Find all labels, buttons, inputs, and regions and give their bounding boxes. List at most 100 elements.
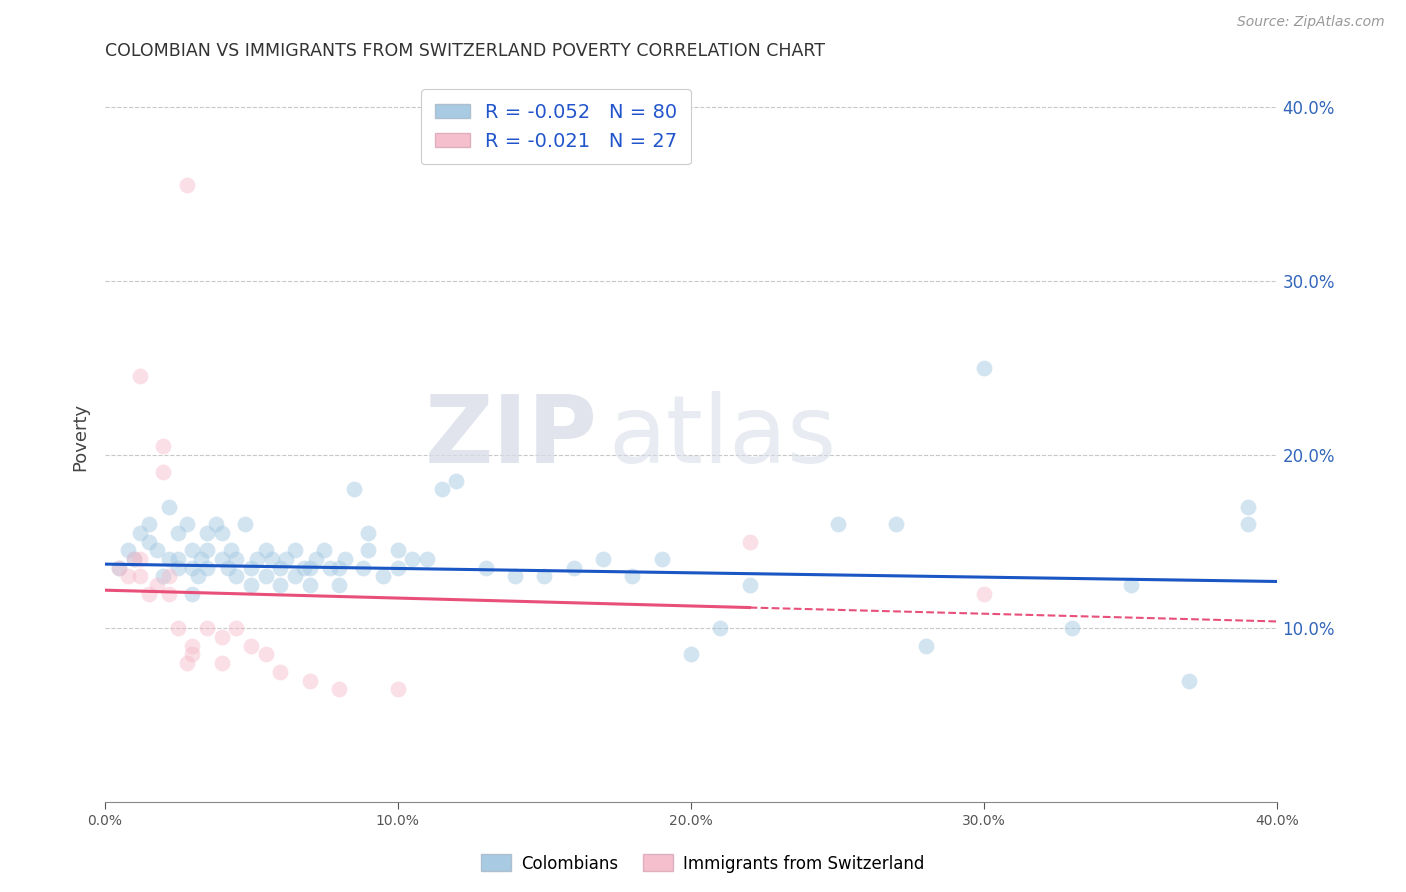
Point	[176, 656, 198, 670]
Point	[269, 578, 291, 592]
Point	[138, 517, 160, 532]
Point	[225, 621, 247, 635]
Point	[195, 543, 218, 558]
Point	[973, 587, 995, 601]
Point	[592, 552, 614, 566]
Point	[181, 543, 204, 558]
Point	[446, 474, 468, 488]
Point	[195, 525, 218, 540]
Point	[128, 569, 150, 583]
Point	[333, 552, 356, 566]
Point	[914, 639, 936, 653]
Point	[562, 560, 585, 574]
Point	[884, 517, 907, 532]
Point	[128, 525, 150, 540]
Point	[1062, 621, 1084, 635]
Point	[260, 552, 283, 566]
Point	[225, 569, 247, 583]
Text: COLOMBIAN VS IMMIGRANTS FROM SWITZERLAND POVERTY CORRELATION CHART: COLOMBIAN VS IMMIGRANTS FROM SWITZERLAND…	[104, 42, 824, 60]
Point	[387, 682, 409, 697]
Point	[152, 569, 174, 583]
Point	[157, 587, 180, 601]
Point	[128, 552, 150, 566]
Point	[343, 483, 366, 497]
Point	[122, 552, 145, 566]
Point	[738, 578, 761, 592]
Point	[122, 552, 145, 566]
Point	[117, 543, 139, 558]
Point	[298, 560, 321, 574]
Point	[246, 552, 269, 566]
Point	[416, 552, 439, 566]
Point	[298, 673, 321, 688]
Point	[284, 543, 307, 558]
Point	[304, 552, 326, 566]
Point	[211, 552, 233, 566]
Point	[973, 360, 995, 375]
Point	[166, 552, 188, 566]
Point	[738, 534, 761, 549]
Point	[387, 543, 409, 558]
Point	[401, 552, 423, 566]
Point	[166, 560, 188, 574]
Point	[233, 517, 256, 532]
Point	[474, 560, 496, 574]
Point	[1237, 500, 1260, 514]
Point	[152, 439, 174, 453]
Point	[176, 178, 198, 193]
Point	[357, 525, 380, 540]
Point	[138, 534, 160, 549]
Point	[314, 543, 336, 558]
Point	[138, 587, 160, 601]
Point	[166, 621, 188, 635]
Point	[211, 656, 233, 670]
Legend: Colombians, Immigrants from Switzerland: Colombians, Immigrants from Switzerland	[475, 847, 931, 880]
Point	[190, 552, 212, 566]
Point	[146, 578, 169, 592]
Point	[1119, 578, 1142, 592]
Point	[357, 543, 380, 558]
Point	[146, 543, 169, 558]
Point	[430, 483, 453, 497]
Point	[827, 517, 849, 532]
Point	[181, 560, 204, 574]
Point	[108, 560, 131, 574]
Point	[217, 560, 239, 574]
Point	[117, 569, 139, 583]
Point	[128, 369, 150, 384]
Point	[533, 569, 555, 583]
Point	[240, 578, 263, 592]
Point	[195, 560, 218, 574]
Point	[240, 639, 263, 653]
Text: atlas: atlas	[609, 392, 837, 483]
Point	[157, 552, 180, 566]
Point	[1178, 673, 1201, 688]
Point	[319, 560, 342, 574]
Point	[166, 525, 188, 540]
Point	[621, 569, 644, 583]
Point	[181, 648, 204, 662]
Point	[352, 560, 374, 574]
Point	[371, 569, 394, 583]
Point	[195, 621, 218, 635]
Point	[219, 543, 242, 558]
Point	[328, 682, 350, 697]
Point	[254, 648, 277, 662]
Point	[292, 560, 315, 574]
Point	[240, 560, 263, 574]
Point	[284, 569, 307, 583]
Point	[187, 569, 209, 583]
Point	[152, 465, 174, 479]
Point	[276, 552, 298, 566]
Point	[181, 639, 204, 653]
Y-axis label: Poverty: Poverty	[72, 403, 89, 471]
Point	[328, 578, 350, 592]
Point	[176, 517, 198, 532]
Legend: R = -0.052   N = 80, R = -0.021   N = 27: R = -0.052 N = 80, R = -0.021 N = 27	[422, 89, 690, 164]
Point	[503, 569, 526, 583]
Point	[1237, 517, 1260, 532]
Text: ZIP: ZIP	[425, 392, 598, 483]
Point	[387, 560, 409, 574]
Point	[225, 552, 247, 566]
Point	[181, 587, 204, 601]
